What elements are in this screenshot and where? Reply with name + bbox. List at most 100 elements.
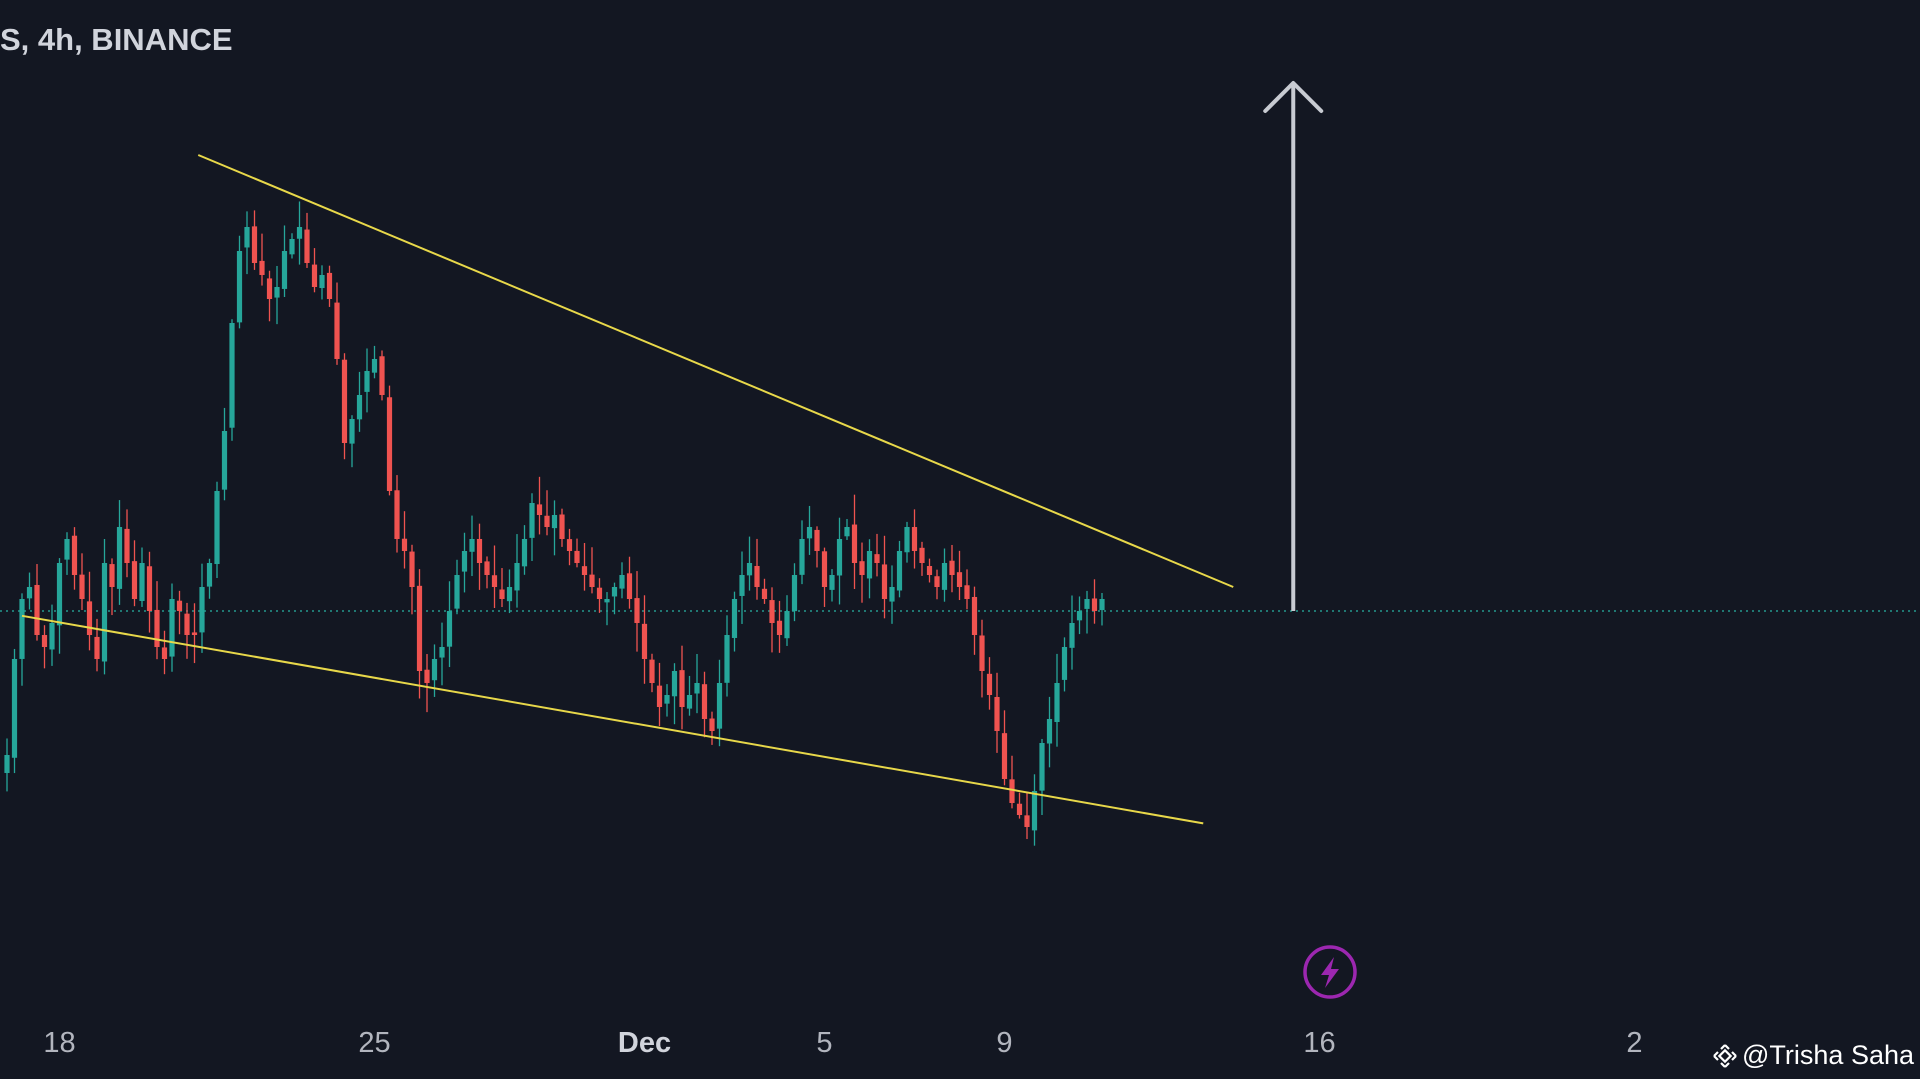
target-arrow[interactable] [1263, 81, 1324, 611]
candle [424, 654, 430, 713]
candle [131, 540, 138, 607]
candle [56, 558, 63, 654]
candle [49, 604, 55, 666]
x-tick-label: 5 [816, 1027, 832, 1059]
candle [941, 548, 948, 602]
candle [281, 225, 288, 297]
x-tick-label: 18 [43, 1027, 75, 1059]
candle [454, 559, 460, 615]
candle [1099, 592, 1105, 626]
candle [911, 509, 918, 569]
candle [964, 569, 970, 610]
candle [469, 515, 475, 577]
candle [229, 319, 235, 441]
candle [701, 671, 708, 738]
x-tick-label: Dec [618, 1027, 671, 1059]
candle [409, 544, 415, 615]
candle [416, 569, 423, 699]
candle [379, 350, 385, 401]
candle [874, 533, 880, 577]
x-axis: 18 25 Dec 5 9 16 2 [43, 1027, 1642, 1059]
x-tick-label: 16 [1303, 1027, 1335, 1059]
candle [499, 568, 505, 608]
candle [986, 657, 993, 710]
candle [896, 540, 903, 598]
candle [919, 541, 925, 576]
candle [724, 615, 730, 697]
candle [1001, 710, 1008, 786]
flash-icon[interactable] [1303, 945, 1357, 999]
candle [86, 571, 93, 651]
candle [101, 538, 108, 675]
candle [784, 595, 790, 646]
candle [791, 563, 798, 622]
candle [799, 520, 805, 585]
candle [169, 583, 175, 672]
candle [1061, 637, 1068, 692]
candle [881, 535, 888, 619]
candle [386, 385, 393, 496]
candle [574, 538, 580, 568]
candle [761, 578, 768, 604]
candle [326, 265, 333, 307]
candle [934, 569, 940, 600]
candle [244, 211, 250, 275]
candle [769, 587, 775, 653]
trendline-lower[interactable] [21, 614, 1204, 825]
candle [94, 618, 100, 672]
candle [889, 565, 895, 624]
candle [296, 201, 303, 265]
candle [446, 581, 453, 668]
candle [176, 590, 183, 635]
candle [566, 528, 573, 566]
candle [476, 523, 483, 590]
candle [1069, 595, 1075, 670]
candle [506, 569, 513, 614]
candle [529, 493, 535, 561]
candle [844, 518, 850, 540]
candle [1039, 738, 1045, 815]
candle [679, 645, 685, 730]
candle [191, 603, 198, 664]
candle [836, 517, 843, 605]
candle [1091, 579, 1098, 624]
trendline-upper[interactable] [197, 154, 1234, 588]
candle [1016, 792, 1023, 819]
candle [904, 521, 910, 563]
candle [716, 659, 723, 747]
candle [334, 282, 340, 365]
target-arrow-layer[interactable] [1263, 81, 1324, 611]
candle [184, 602, 190, 659]
candle [161, 630, 168, 675]
candle [979, 619, 985, 698]
x-tick-label: 2 [1626, 1027, 1642, 1059]
candle [289, 233, 295, 259]
candle [949, 544, 955, 593]
candle [221, 407, 228, 501]
candle [11, 648, 18, 774]
candle [64, 532, 70, 575]
candle [26, 572, 33, 610]
candle [1076, 596, 1083, 635]
candle [821, 547, 828, 607]
candle [1046, 696, 1053, 768]
watermark-text: @Trisha Saha [1742, 1040, 1914, 1070]
candle [349, 415, 355, 468]
candle [394, 475, 400, 553]
candle [626, 556, 633, 609]
candle [146, 551, 153, 633]
candle [694, 654, 700, 714]
trendline-layer[interactable] [21, 154, 1234, 825]
x-tick-label: 25 [358, 1027, 390, 1059]
candle [656, 662, 663, 727]
candle [79, 553, 85, 611]
candle [604, 592, 610, 626]
x-tick-label: 9 [996, 1027, 1012, 1059]
candle [559, 508, 565, 547]
candle [4, 738, 10, 792]
candle [259, 233, 265, 286]
candle [1024, 792, 1030, 840]
candle [274, 265, 280, 325]
candle [371, 345, 378, 379]
